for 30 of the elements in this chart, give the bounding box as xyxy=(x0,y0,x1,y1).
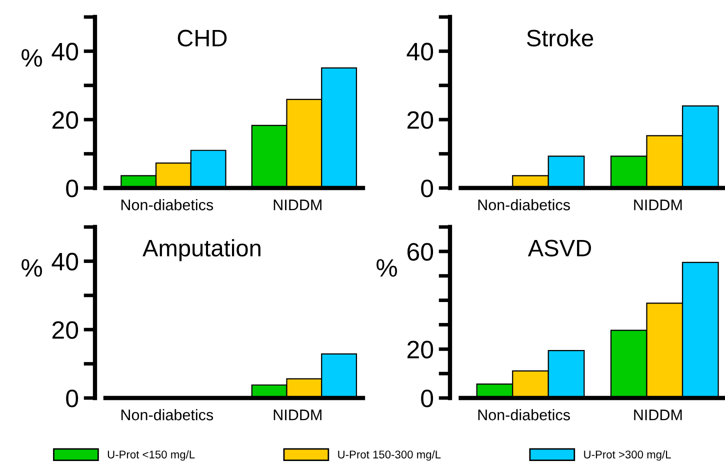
x-tick-label: Non-diabetics xyxy=(121,199,214,210)
y-tick-label: 40 xyxy=(406,42,434,61)
y-tick-label: 0 xyxy=(421,180,434,198)
y-tick-label: 20 xyxy=(407,111,434,129)
y-tick-label: 0 xyxy=(66,180,78,198)
y-tick-label: 40 xyxy=(52,42,78,61)
chart-title: CHD xyxy=(178,30,227,47)
x-tick-label: NIDDM xyxy=(274,410,322,420)
y-tick-label: 60 xyxy=(407,243,434,261)
x-tick-label: NIDDM xyxy=(274,200,322,210)
x-tick-label: NIDDM xyxy=(634,200,682,210)
x-tick-label: Non-diabetics xyxy=(478,409,570,420)
y-tick-label: 40 xyxy=(52,252,78,271)
y-axis-title: % xyxy=(376,259,398,277)
chart-title: Amputation xyxy=(142,239,260,262)
chart-title: ASVD xyxy=(528,240,592,257)
y-axis-title: % xyxy=(22,49,42,67)
chart-title: Stroke xyxy=(526,29,594,47)
y-tick-label: 0 xyxy=(66,390,78,408)
y-tick-label: 20 xyxy=(52,111,78,129)
x-tick-label: Non-diabetics xyxy=(478,199,570,210)
x-tick-label: Non-diabetics xyxy=(121,409,214,420)
x-tick-label: NIDDM xyxy=(634,410,682,420)
legend-label: U-Prot >300 mg/L xyxy=(584,450,671,461)
legend-label: U-Prot 150-300 mg/L xyxy=(338,450,441,461)
y-axis-title: % xyxy=(22,259,42,277)
y-tick-label: 0 xyxy=(421,390,434,408)
y-tick-label: 20 xyxy=(52,321,78,339)
legend-label: U-Prot <150 mg/L xyxy=(108,450,195,461)
y-tick-label: 20 xyxy=(407,340,434,358)
